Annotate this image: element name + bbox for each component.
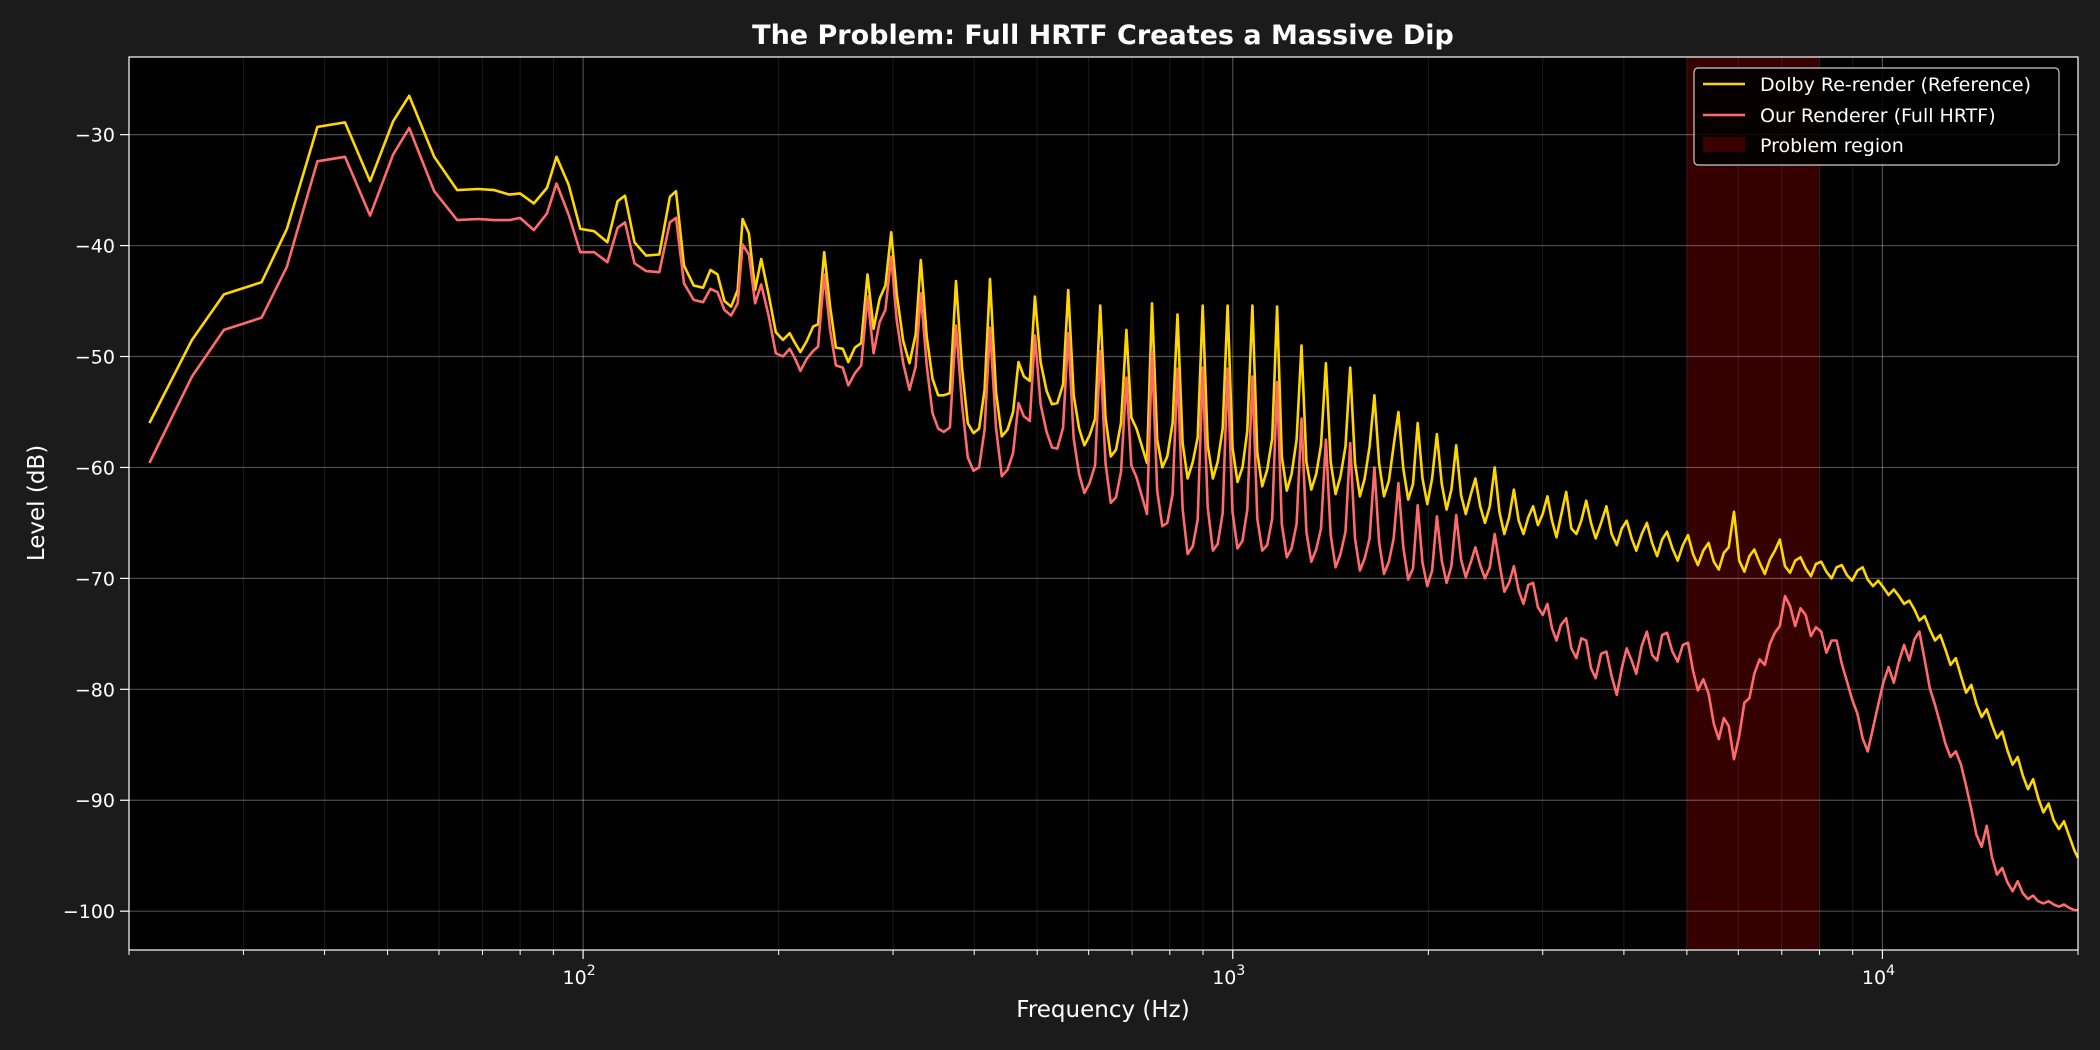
y-tick-label: −100 xyxy=(63,901,115,923)
legend-label-problem-region: Problem region xyxy=(1760,135,1904,157)
x-tick-label: 102 xyxy=(563,963,596,989)
y-tick-label: −40 xyxy=(75,236,115,258)
problem-region-band xyxy=(1686,57,1820,950)
series-line-renderer xyxy=(148,126,2078,912)
chart-title: The Problem: Full HRTF Creates a Massive… xyxy=(752,20,1454,51)
series-line-reference xyxy=(148,94,2080,859)
x-axis-label: Frequency (Hz) xyxy=(1016,997,1189,1023)
y-tick-label: −60 xyxy=(75,457,115,479)
legend-box xyxy=(1693,67,2060,166)
y-axis-label: Level (dB) xyxy=(24,445,50,561)
y-tick-label: −90 xyxy=(75,790,115,812)
y-tick-label: −50 xyxy=(75,347,115,369)
y-tick-label: −70 xyxy=(75,568,115,590)
y-tick-label: −80 xyxy=(75,679,115,701)
legend-label-renderer: Our Renderer (Full HRTF) xyxy=(1760,105,1996,127)
y-tick-label: −30 xyxy=(75,125,115,147)
legend-swatch-problem-region xyxy=(1703,137,1745,152)
legend: Dolby Re-render (Reference) Our Renderer… xyxy=(1693,67,2060,166)
legend-label-reference: Dolby Re-render (Reference) xyxy=(1760,74,2031,96)
plot-frame xyxy=(128,56,2079,951)
